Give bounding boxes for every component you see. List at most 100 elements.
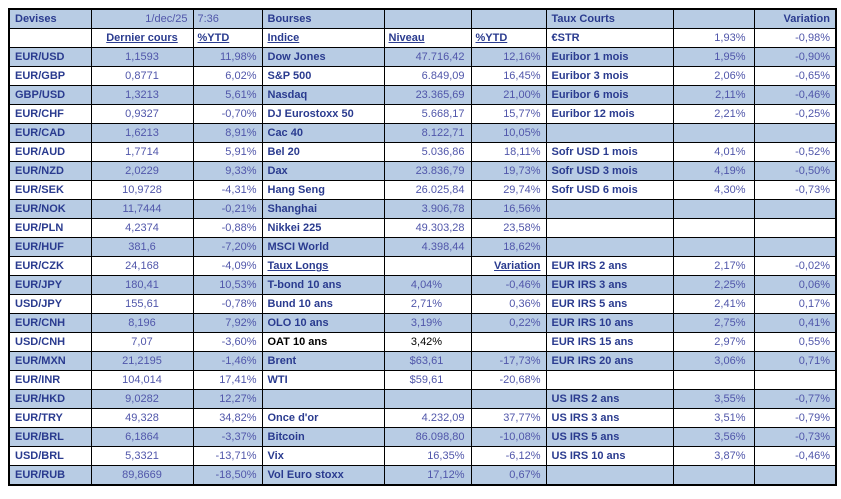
- cell-r9-c4: Dax: [261, 161, 385, 181]
- cell-r24-c7: US IRS 10 ans: [545, 446, 674, 466]
- cell-r7-c5: 8.122,71: [383, 123, 472, 143]
- table-row: EUR/NOK 11,7444 -0,21% Shanghai 3.906,78 16,5…: [8, 199, 837, 219]
- cell-r13-c9: [753, 237, 837, 257]
- cell-r7-c4: Cac 40: [261, 123, 385, 143]
- cell-r9-c2: 2,0229: [90, 161, 194, 181]
- cell-r19-c2: 21,2195: [90, 351, 194, 371]
- cell-r4-c3: 6,02%: [192, 66, 263, 86]
- cell-r18-c1: USD/CNH: [8, 332, 92, 352]
- cell-r19-c9: 0,71%: [753, 351, 837, 371]
- cell-r19-c8: 3,06%: [672, 351, 755, 371]
- cell-r23-c5: 86.098,80: [383, 427, 472, 447]
- table-row: EUR/INR 104,014 17,41% WTI $59,61 -20,68%: [8, 370, 837, 390]
- cell-r8-c2: 1,7714: [90, 142, 194, 162]
- cell-r11-c4: Shanghai: [261, 199, 385, 219]
- cell-r12-c8: [672, 218, 755, 238]
- cell-r25-c1: EUR/RUB: [8, 465, 92, 486]
- cell-r11-c5: 3.906,78: [383, 199, 472, 219]
- cell-r12-c1: EUR/PLN: [8, 218, 92, 238]
- cell-r12-c9: [753, 218, 837, 238]
- cell-r8-c7: Sofr USD 1 mois: [545, 142, 674, 162]
- cell-r25-c8: [672, 465, 755, 486]
- cell-r22-c5: 4.232,09: [383, 408, 472, 428]
- cell-r3-c6: 12,16%: [470, 47, 547, 67]
- cell-r6-c9: -0,25%: [753, 104, 837, 124]
- cell-r12-c5: 49.303,28: [383, 218, 472, 238]
- cell-r23-c6: -10,08%: [470, 427, 547, 447]
- cell-r17-c4: OLO 10 ans: [261, 313, 385, 333]
- cell-r15-c1: EUR/JPY: [8, 275, 92, 295]
- cell-r15-c8: 2,25%: [672, 275, 755, 295]
- cell-r16-c2: 155,61: [90, 294, 194, 314]
- cell-r11-c6: 16,56%: [470, 199, 547, 219]
- table-row: EUR/CAD 1,6213 8,91% Cac 40 8.122,71 10,05%: [8, 123, 837, 143]
- cell-r17-c2: 8,196: [90, 313, 194, 333]
- cell-r25-c9: [753, 465, 837, 486]
- cell-r24-c3: -13,71%: [192, 446, 263, 466]
- cell-r21-c2: 9,0282: [90, 389, 194, 409]
- cell-r10-c2: 10,9728: [90, 180, 194, 200]
- table-row: EUR/PLN 4,2374 -0,88% Nikkei 225 49.303,28 23…: [8, 218, 837, 238]
- table-row: EUR/RUB 89,8669 -18,50% Vol Euro stoxx 17,12…: [8, 465, 837, 486]
- cell-r20-c1: EUR/INR: [8, 370, 92, 390]
- cell-r7-c8: [672, 123, 755, 143]
- cell-r17-c6: 0,22%: [470, 313, 547, 333]
- cell-r6-c4: DJ Eurostoxx 50: [261, 104, 385, 124]
- cell-r6-c3: -0,70%: [192, 104, 263, 124]
- cell-r16-c3: -0,78%: [192, 294, 263, 314]
- cell-r19-c4: Brent: [261, 351, 385, 371]
- cell-r14-c4: Taux Longs: [261, 256, 385, 276]
- cell-r1-c9: Variation: [753, 8, 837, 29]
- cell-r4-c2: 0,8771: [90, 66, 194, 86]
- cell-r25-c2: 89,8669: [90, 465, 194, 486]
- cell-r22-c8: 3,51%: [672, 408, 755, 428]
- cell-r5-c9: -0,46%: [753, 85, 837, 105]
- cell-r3-c5: 47.716,42: [383, 47, 472, 67]
- cell-r23-c4: Bitcoin: [261, 427, 385, 447]
- table-row: Devises 1/dec/25 7:36 Bourses Taux Courts Var…: [8, 8, 837, 29]
- cell-r13-c3: -7,20%: [192, 237, 263, 257]
- cell-r24-c9: -0,46%: [753, 446, 837, 466]
- cell-r17-c1: EUR/CNH: [8, 313, 92, 333]
- cell-r21-c8: 3,55%: [672, 389, 755, 409]
- table-row: GBP/USD 1,3213 5,61% Nasdaq 23.365,69 21,00% E…: [8, 85, 837, 105]
- cell-r16-c7: EUR IRS 5 ans: [545, 294, 674, 314]
- cell-r8-c8: 4,01%: [672, 142, 755, 162]
- cell-r3-c3: 11,98%: [192, 47, 263, 67]
- cell-r10-c5: 26.025,84: [383, 180, 472, 200]
- cell-r16-c1: USD/JPY: [8, 294, 92, 314]
- cell-r12-c7: [545, 218, 674, 238]
- cell-r9-c1: EUR/NZD: [8, 161, 92, 181]
- cell-r7-c9: [753, 123, 837, 143]
- cell-r8-c6: 18,11%: [470, 142, 547, 162]
- cell-r25-c4: Vol Euro stoxx: [261, 465, 385, 486]
- cell-r5-c8: 2,11%: [672, 85, 755, 105]
- cell-r20-c3: 17,41%: [192, 370, 263, 390]
- cell-r1-c4: Bourses: [261, 8, 385, 29]
- cell-r22-c9: -0,79%: [753, 408, 837, 428]
- cell-r1-c5: [383, 8, 472, 29]
- cell-r5-c1: GBP/USD: [8, 85, 92, 105]
- table-row: USD/JPY 155,61 -0,78% Bund 10 ans 2,71% 0,36%…: [8, 294, 837, 314]
- cell-r12-c3: -0,88%: [192, 218, 263, 238]
- table-row: EUR/CHF 0,9327 -0,70% DJ Eurostoxx 50 5.668,…: [8, 104, 837, 124]
- cell-r16-c9: 0,17%: [753, 294, 837, 314]
- cell-r14-c6: Variation: [470, 256, 547, 276]
- cell-r7-c3: 8,91%: [192, 123, 263, 143]
- cell-r20-c9: [753, 370, 837, 390]
- cell-r10-c3: -4,31%: [192, 180, 263, 200]
- cell-r13-c1: EUR/HUF: [8, 237, 92, 257]
- table-row: EUR/USD 1,1593 11,98% Dow Jones 47.716,42 12,…: [8, 47, 837, 67]
- cell-r21-c6: [470, 389, 547, 409]
- cell-r21-c3: 12,27%: [192, 389, 263, 409]
- cell-r24-c4: Vix: [261, 446, 385, 466]
- cell-r12-c4: Nikkei 225: [261, 218, 385, 238]
- cell-r2-c3: %YTD: [192, 28, 263, 48]
- cell-r22-c7: US IRS 3 ans: [545, 408, 674, 428]
- cell-r1-c7: Taux Courts: [545, 8, 674, 29]
- cell-r18-c2: 7,07: [90, 332, 194, 352]
- table-row: EUR/JPY 180,41 10,53% T-bond 10 ans 4,04% -0,…: [8, 275, 837, 295]
- cell-r11-c8: [672, 199, 755, 219]
- cell-r22-c3: 34,82%: [192, 408, 263, 428]
- cell-r2-c4: Indice: [261, 28, 385, 48]
